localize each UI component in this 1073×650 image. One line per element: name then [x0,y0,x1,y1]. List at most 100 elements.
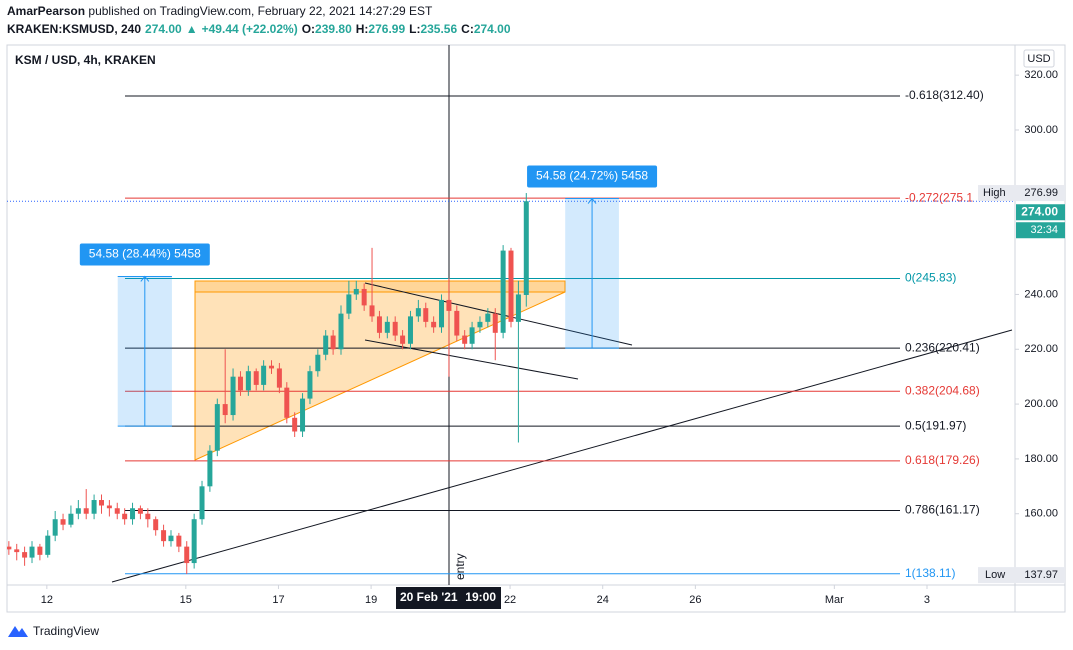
author[interactable]: AmarPearson [7,4,85,18]
y-tick-label: 220.00 [1024,343,1058,355]
candle-body [315,354,321,372]
high-marker-value: 276.99 [1024,187,1058,199]
candle-body [191,519,197,564]
y-tick-label: 240.00 [1024,288,1058,300]
quote-part: +49.44 (+22.02%) [202,22,298,36]
candle-body [392,321,398,336]
footer: TradingView [33,624,99,638]
countdown-box [1016,222,1065,239]
x-tick-label: 19 [365,594,377,606]
candle-body [439,299,445,328]
candle-body [361,288,367,306]
low-marker-box [978,567,1065,584]
candle-body [338,313,344,350]
candle-body [230,376,236,416]
candle-body [477,321,483,328]
candle-body [353,288,359,295]
measure-arrowhead [587,197,597,204]
candle-body [14,549,20,553]
quote-part: 235.56 [420,22,457,36]
candle-body [245,371,251,391]
y-tick-label: 200.00 [1024,398,1058,410]
candle-body [431,321,437,328]
fib-label: 0(245.83) [905,271,956,285]
candle-body [122,513,128,520]
candle-body [52,519,58,536]
candle-body [469,327,475,344]
candle-body [168,535,174,542]
trend-line [364,282,633,346]
last-price-label: 274.00 [1021,204,1058,218]
header-line: AmarPearson published on TradingView.com… [7,4,433,18]
measure-arrowhead [140,275,150,282]
candle-body [346,294,352,314]
candle-body [284,387,290,418]
x-tick-label: 15 [180,594,192,606]
quote-part: 274.00 [474,22,511,36]
candle-body [207,450,213,487]
quote-line: KRAKEN:KSMUSD, 240 274.00 ▲ +49.44 (+22.02%… [7,22,511,36]
fib-label: 0.5(191.97) [905,418,966,432]
candle-body [485,313,491,322]
candle-body [153,519,159,531]
candle-body [114,508,120,514]
candle-body [492,313,498,333]
candle-body [184,546,190,564]
low-marker-label: Low [985,569,1005,581]
candle-body [22,552,28,558]
x-tick-label: 12 [41,594,53,606]
candle-body [214,404,220,451]
high-marker-box [978,185,1065,202]
fib-label: -0.618(312.40) [905,88,984,102]
fib-label: -0.272(275.1 [905,190,973,204]
candle-body [400,335,406,344]
x-tick-label: 26 [689,594,701,606]
currency: USD [1027,53,1050,65]
x-tick-label: 3 [924,594,930,606]
currency-box[interactable] [1023,49,1055,68]
measure-label: 54.58 (24.72%) 5458 [536,169,648,183]
candle-body [369,305,375,317]
candle-body [454,310,460,336]
y-tick-label: 180.00 [1024,453,1058,465]
y-tick-label: 160.00 [1024,508,1058,520]
quote-part: O: [302,22,315,36]
candle-body [515,294,521,322]
candle-body [292,417,298,432]
measure-label: 54.58 (28.44%) 5458 [89,247,201,261]
candle-body [323,335,329,355]
quote-part: 274.00 [145,22,182,36]
x-tick-label: 22 [504,594,516,606]
candle-body [91,500,97,514]
candle-body [237,376,243,391]
crosshair-date: 20 Feb '21 [400,590,458,604]
candle-body [83,508,89,514]
candle-body [423,308,429,322]
quote-part: 239.80 [315,22,352,36]
candle-body [29,546,35,558]
y-tick-label: 300.00 [1024,124,1058,136]
candle-body [7,546,12,550]
candle-body [199,486,205,520]
crosshair-time: 19:00 [465,590,496,604]
candle-body [145,513,151,520]
candle-body [523,201,529,295]
candle-body [60,519,66,525]
fib-label: 0.382(204.68) [905,383,980,397]
candle-body [37,546,43,555]
trend-line [111,329,1013,583]
quote-part: 276.99 [368,22,405,36]
countdown: 32:34 [1030,224,1058,236]
y-tick-label: 320.00 [1024,69,1058,81]
candle-body [137,508,143,514]
candle-body [407,316,413,344]
last-price-box [1016,204,1065,221]
candle-body [500,250,506,333]
candle-body [130,508,136,520]
logo [8,626,28,637]
x-tick-label: 17 [272,594,284,606]
candle-body [462,335,468,344]
candle-body [176,535,182,547]
quote-part: L: [409,22,420,36]
